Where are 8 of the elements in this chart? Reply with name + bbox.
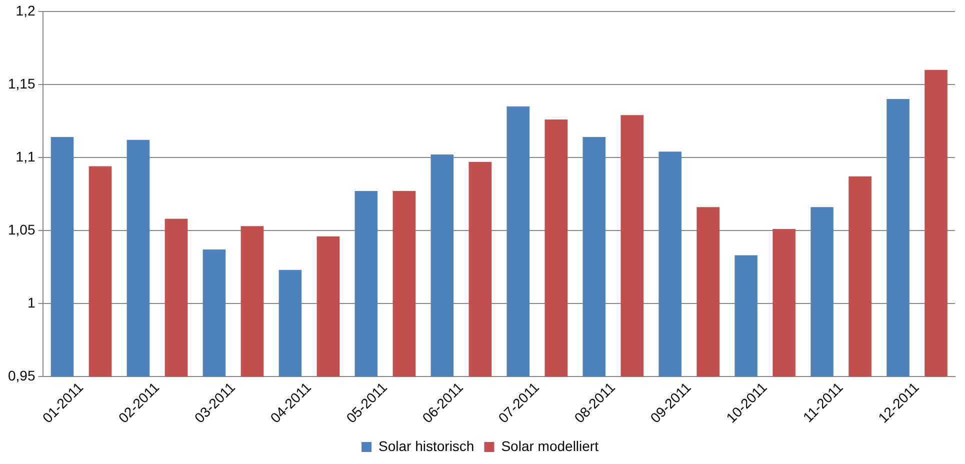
- y-tick-label: 1,15: [8, 75, 36, 92]
- y-tick-label: 1,2: [16, 2, 36, 18]
- y-tick-label: 1: [27, 294, 36, 310]
- y-tick-label: 1,1: [16, 148, 36, 164]
- y-tick-label: 1,05: [8, 221, 36, 238]
- y-tick-label: 0,95: [8, 367, 36, 384]
- legend-label: Solar historisch: [378, 438, 474, 454]
- legend-label: Solar modelliert: [501, 438, 599, 454]
